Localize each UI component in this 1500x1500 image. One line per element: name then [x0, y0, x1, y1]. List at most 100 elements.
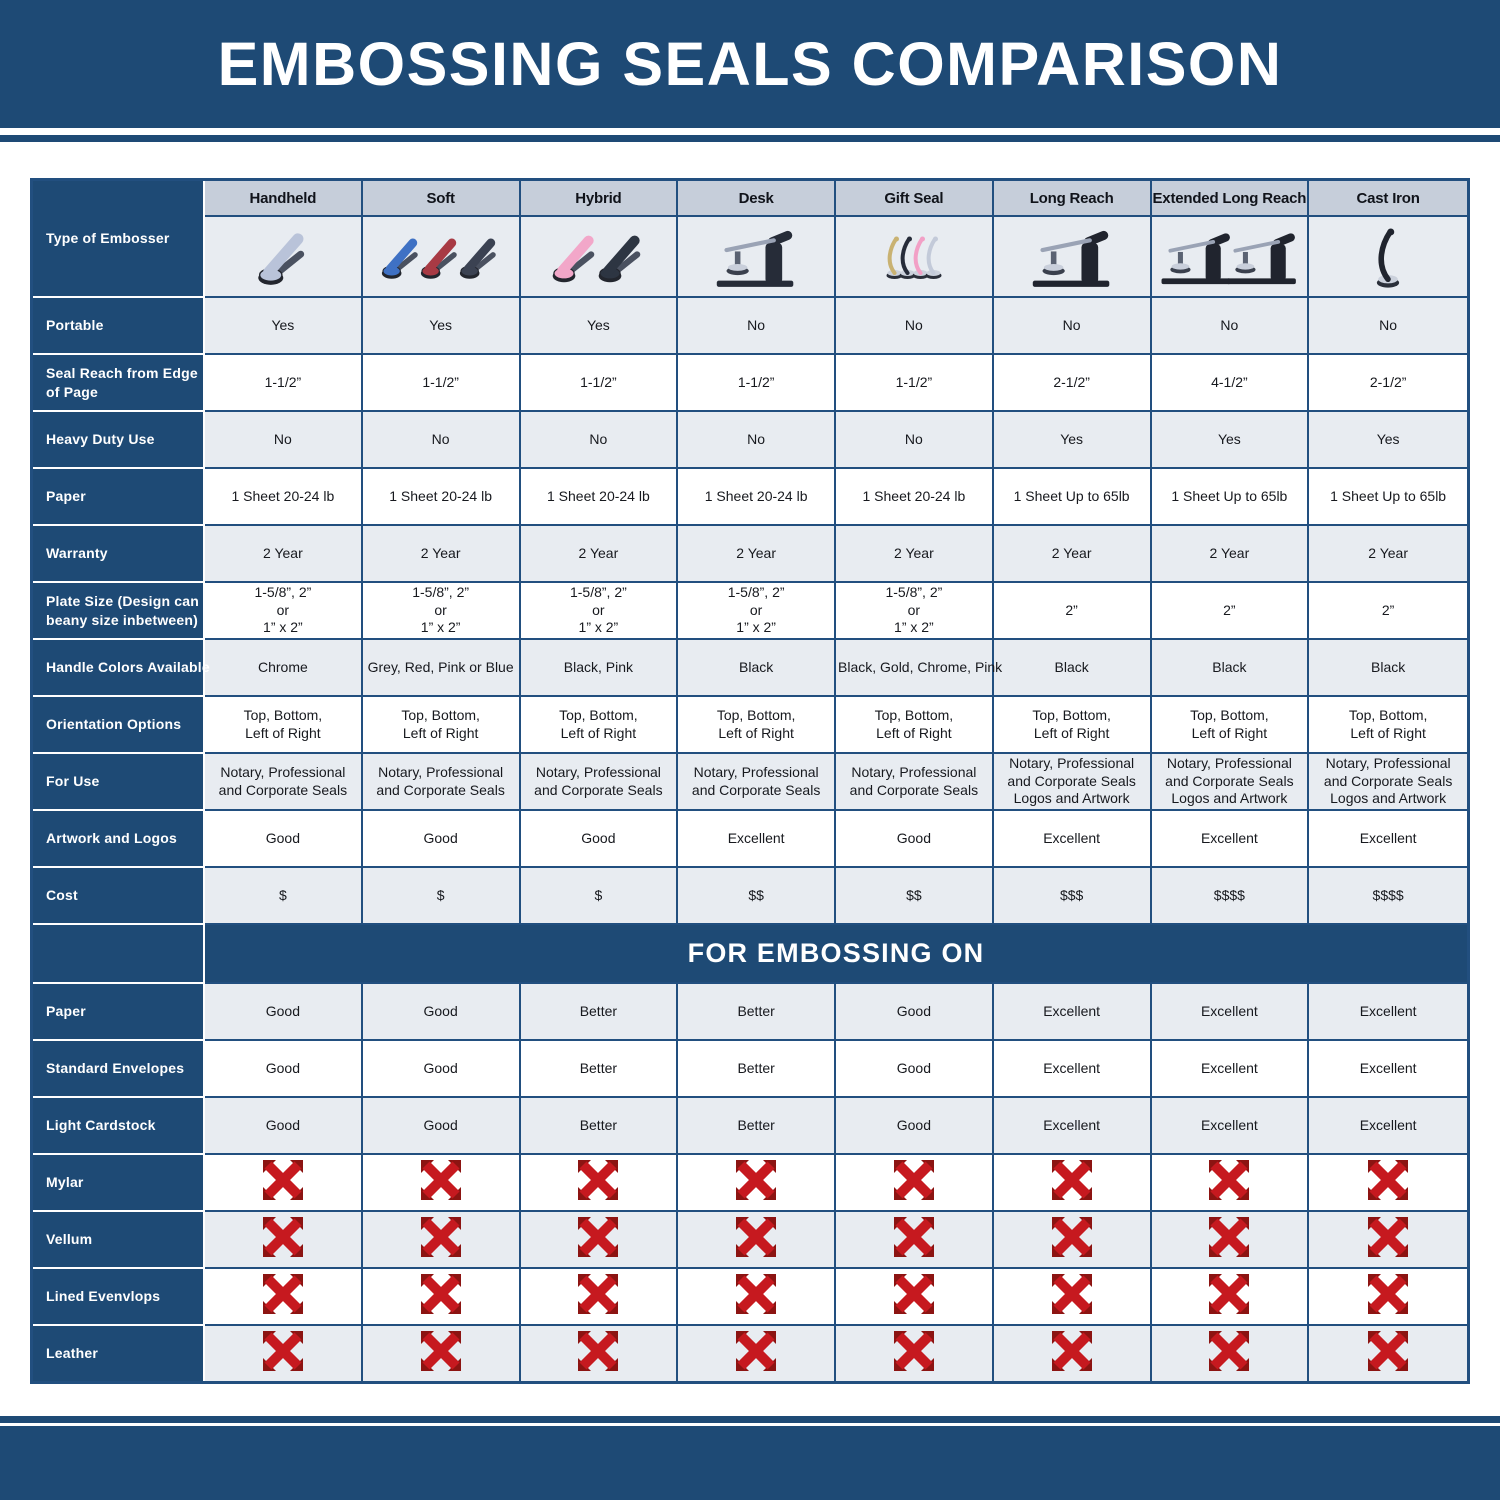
value-cell-long-reach: Black [993, 640, 1152, 697]
value-cell-soft: 2 Year [362, 526, 521, 583]
value-cell-gift-seal: $$ [836, 868, 994, 925]
value-cell-hybrid: Notary, Professional and Corporate Seals [520, 754, 679, 811]
embosser-photo-row [33, 217, 1467, 298]
embosser-photo-handheld [205, 217, 363, 298]
not-supported-cell-desk [678, 1269, 836, 1326]
footer-banner [0, 1426, 1500, 1500]
x-icon [262, 1274, 303, 1315]
column-header-row: Type of Embosser Handheld Soft Hybrid Desk Gi… [33, 181, 1467, 298]
row-label-cost: Cost [33, 868, 205, 925]
embossing-row-vellum: Vellum [33, 1212, 1467, 1269]
value-cell-soft: Yes [362, 298, 521, 355]
value-cell-long-reach: Excellent [993, 984, 1152, 1041]
upright-embosser-icon [1376, 227, 1400, 288]
spec-row-warranty: Warranty 2 Year 2 Year 2 Year 2 Year 2 Year 2 … [33, 526, 1467, 583]
value-cell-long-reach: No [993, 298, 1152, 355]
value-cell-handheld: Good [205, 984, 363, 1041]
column-header-cast-iron: Cast Iron [1309, 181, 1467, 217]
x-icon [578, 1160, 619, 1201]
x-icon [893, 1331, 934, 1372]
value-cell-gift-seal: 1-1/2” [836, 355, 994, 412]
value-cell-long-reach: Excellent [993, 1041, 1152, 1098]
embosser-photo-cast-iron [1309, 217, 1467, 298]
embossing-row-lined-evenvlops: Lined Evenvlops [33, 1269, 1467, 1326]
value-cell-handheld: Good [205, 1098, 363, 1155]
x-icon [1051, 1274, 1092, 1315]
x-icon [262, 1217, 303, 1258]
spec-row-paper: Paper 1 Sheet 20-24 lb 1 Sheet 20-24 lb 1 S… [33, 469, 1467, 526]
embosser-photo-gift-seal [836, 217, 994, 298]
value-cell-handheld: 1 Sheet 20-24 lb [205, 469, 363, 526]
not-supported-cell-gift-seal [836, 1326, 994, 1381]
value-cell-desk: Excellent [678, 811, 836, 868]
x-icon [578, 1274, 619, 1315]
value-cell-long-reach: Excellent [993, 811, 1152, 868]
not-supported-cell-gift-seal [836, 1155, 994, 1212]
value-cell-soft: Top, Bottom, Left of Right [362, 697, 521, 754]
x-icon [1209, 1217, 1250, 1258]
x-icon [1368, 1274, 1409, 1315]
value-cell-long-reach: 2” [993, 583, 1152, 640]
value-cell-cast-iron: 1 Sheet Up to 65lb [1309, 469, 1467, 526]
value-cell-extended-long-reach: Excellent [1151, 811, 1310, 868]
value-cell-handheld: 1-1/2” [205, 355, 363, 412]
section-band-row: FOR EMBOSSING ON [33, 925, 1467, 984]
not-supported-cell-cast-iron [1309, 1269, 1467, 1326]
value-cell-extended-long-reach: No [1151, 298, 1310, 355]
value-cell-long-reach: 2-1/2” [993, 355, 1152, 412]
row-label-warranty: Warranty [33, 526, 205, 583]
value-cell-handheld: 1-5/8”, 2” or 1” x 2” [205, 583, 363, 640]
embosser-photo-desk [678, 217, 836, 298]
x-icon [1209, 1274, 1250, 1315]
upright-embosser-icon [925, 236, 942, 279]
embosser-photo-long-reach [993, 217, 1152, 298]
desk-embosser-icon [1161, 232, 1231, 284]
column-header-long-reach: Long Reach [993, 181, 1152, 217]
value-cell-hybrid: 2 Year [520, 526, 679, 583]
column-header-hybrid: Hybrid [520, 181, 679, 217]
value-cell-soft: Grey, Red, Pink or Blue [362, 640, 521, 697]
not-supported-cell-long-reach [993, 1326, 1152, 1381]
value-cell-hybrid: Top, Bottom, Left of Right [520, 697, 679, 754]
row-label-mylar: Mylar [33, 1155, 205, 1212]
row-label-vellum: Vellum [33, 1212, 205, 1269]
row-label-orientation-options: Orientation Options [33, 697, 205, 754]
row-label-artwork-and-logos: Artwork and Logos [33, 811, 205, 868]
value-cell-desk: Top, Bottom, Left of Right [678, 697, 836, 754]
value-cell-soft: Good [362, 1041, 521, 1098]
value-cell-soft: Good [362, 1098, 521, 1155]
spec-row-cost: Cost $ $ $ $$ $$ $$$ $$$$ $$$$ [33, 868, 1467, 925]
not-supported-cell-handheld [205, 1212, 363, 1269]
row-label-plate-size-design-can-beany-size-inbetween: Plate Size (Design can beany size inbetw… [33, 583, 205, 640]
not-supported-cell-desk [678, 1155, 836, 1212]
value-cell-desk: 2 Year [678, 526, 836, 583]
x-icon [1051, 1160, 1092, 1201]
column-header-desk: Desk [678, 181, 836, 217]
value-cell-gift-seal: Notary, Professional and Corporate Seals [836, 754, 994, 811]
row-label-for-use: For Use [33, 754, 205, 811]
row-label-heavy-duty-use: Heavy Duty Use [33, 412, 205, 469]
not-supported-cell-gift-seal [836, 1212, 994, 1269]
x-icon [1368, 1331, 1409, 1372]
spec-row-for-use: For Use Notary, Professional and Corporat… [33, 754, 1467, 811]
embossing-row-light-cardstock: Light Cardstock Good Good Better Better Good E… [33, 1098, 1467, 1155]
value-cell-hybrid: Yes [520, 298, 679, 355]
x-icon [262, 1331, 303, 1372]
value-cell-hybrid: 1-1/2” [520, 355, 679, 412]
value-cell-gift-seal: Good [836, 984, 994, 1041]
x-icon [578, 1217, 619, 1258]
not-supported-cell-soft [362, 1155, 521, 1212]
spec-row-plate-size-design-can-beany-size-inbetween: Plate Size (Design can beany size inbetw… [33, 583, 1467, 640]
value-cell-cast-iron: 2” [1309, 583, 1467, 640]
value-cell-cast-iron: No [1309, 298, 1467, 355]
value-cell-desk: 1-1/2” [678, 355, 836, 412]
value-cell-soft: No [362, 412, 521, 469]
x-icon [893, 1160, 934, 1201]
value-cell-hybrid: 1-5/8”, 2” or 1” x 2” [520, 583, 679, 640]
value-cell-extended-long-reach: Excellent [1151, 1041, 1310, 1098]
not-supported-cell-soft [362, 1326, 521, 1381]
column-header-handheld: Handheld [205, 181, 363, 217]
value-cell-soft: 1-1/2” [362, 355, 521, 412]
value-cell-desk: No [678, 298, 836, 355]
comparison-section: Type of Embosser Handheld Soft Hybrid Desk Gi… [0, 178, 1500, 1384]
